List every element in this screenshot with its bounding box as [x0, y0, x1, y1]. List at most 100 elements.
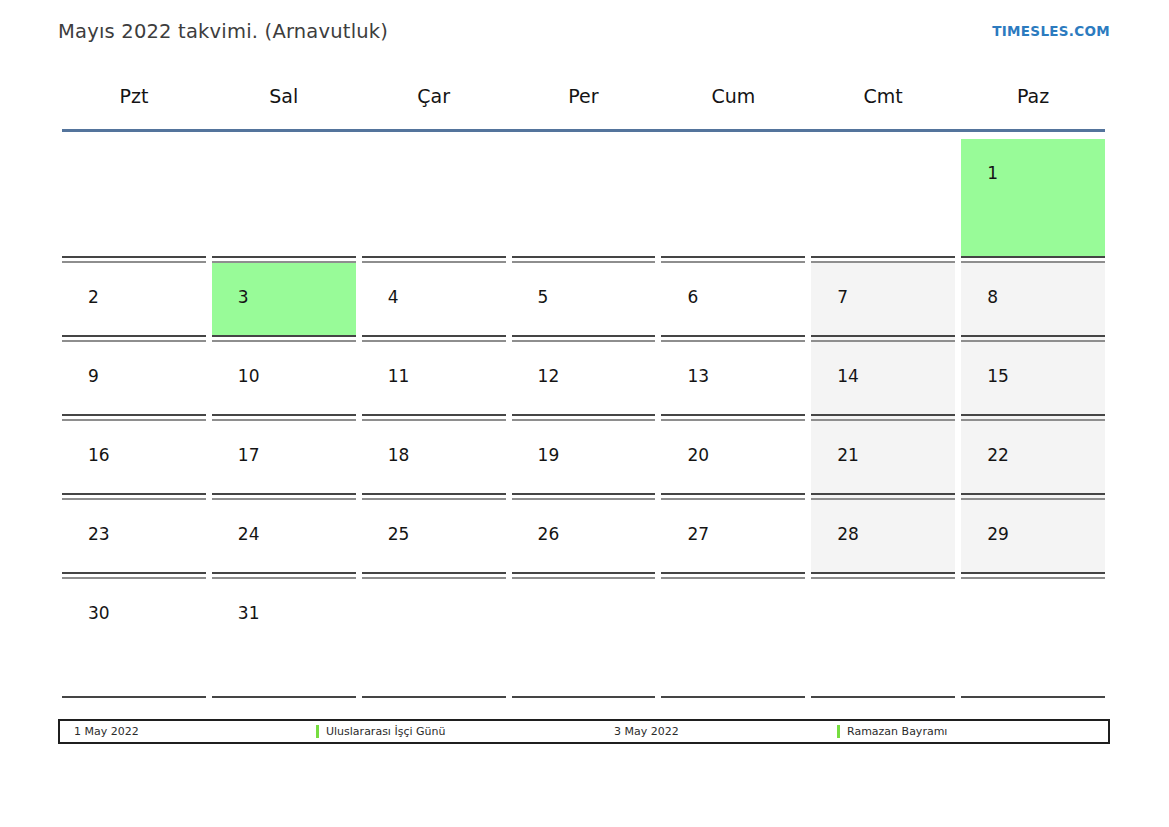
calendar-cell-day-3: 3: [212, 261, 356, 340]
day-cell: 15: [961, 340, 1105, 416]
day-number: 5: [512, 263, 656, 306]
day-cell: 25: [362, 498, 506, 574]
weekday-label-pzt: Pzt: [62, 85, 206, 107]
day-number: 27: [661, 500, 805, 543]
day-number: 8: [961, 263, 1105, 306]
calendar-cell-day-28: 28: [811, 498, 955, 577]
weekday-label-cmt: Cmt: [811, 85, 955, 107]
calendar-cell-day-19: 19: [512, 419, 656, 498]
day-cell: 20: [661, 419, 805, 495]
day-cell: 21: [811, 419, 955, 495]
day-cell: 23: [62, 498, 206, 574]
day-cell: [661, 577, 805, 698]
day-cell: [212, 139, 356, 258]
day-number: 14: [811, 342, 955, 385]
day-number: 23: [62, 500, 206, 543]
day-cell: 6: [661, 261, 805, 337]
legend-date-text: 1 May 2022: [74, 725, 139, 738]
legend-date-2: 3 May 2022: [614, 721, 679, 742]
calendar-page: Mayıs 2022 takvimi. (Arnavutluk) TIMESLE…: [0, 0, 1169, 827]
calendar-cell-day-21: 21: [811, 419, 955, 498]
calendar-cell-day-30: 30: [62, 577, 206, 701]
day-cell: 26: [512, 498, 656, 574]
calendar-cell-day-22: 22: [961, 419, 1105, 498]
holiday-cell: 3: [212, 261, 356, 337]
day-cell: 30: [62, 577, 206, 698]
day-number: 11: [362, 342, 506, 385]
calendar-cell-day-17: 17: [212, 419, 356, 498]
day-cell: 19: [512, 419, 656, 495]
calendar-cell-empty: [661, 139, 805, 261]
day-number: 30: [62, 579, 206, 622]
calendar-cell-day-8: 8: [961, 261, 1105, 340]
weekday-label-per: Per: [512, 85, 656, 107]
day-cell: 2: [62, 261, 206, 337]
day-cell: [811, 577, 955, 698]
holiday-marker-icon: [316, 725, 319, 738]
day-number: 10: [212, 342, 356, 385]
day-cell: [362, 139, 506, 258]
calendar-cell-day-29: 29: [961, 498, 1105, 577]
day-number: 7: [811, 263, 955, 306]
day-cell: 11: [362, 340, 506, 416]
day-cell: 28: [811, 498, 955, 574]
calendar-cell-day-27: 27: [661, 498, 805, 577]
calendar-cell-day-16: 16: [62, 419, 206, 498]
calendar-cell-empty: [961, 577, 1105, 701]
day-cell: [512, 139, 656, 258]
calendar-cell-empty: [212, 139, 356, 261]
calendar-cell-day-14: 14: [811, 340, 955, 419]
day-cell: [811, 139, 955, 258]
day-cell: 27: [661, 498, 805, 574]
day-number: 15: [961, 342, 1105, 385]
calendar-cell-empty: [811, 139, 955, 261]
holiday-marker-icon: [837, 725, 840, 738]
day-cell: 16: [62, 419, 206, 495]
weekday-label-car: Çar: [362, 85, 506, 107]
day-number: 12: [512, 342, 656, 385]
calendar-cell-day-11: 11: [362, 340, 506, 419]
calendar-cell-day-23: 23: [62, 498, 206, 577]
calendar-cell-day-2: 2: [62, 261, 206, 340]
day-cell: 18: [362, 419, 506, 495]
header-divider: [62, 129, 1105, 132]
day-cell: [961, 577, 1105, 698]
calendar-cell-day-1: 1: [961, 139, 1105, 261]
calendar-cell-empty: [661, 577, 805, 701]
weekday-header-row: Pzt Sal Çar Per Cum Cmt Paz: [62, 85, 1105, 107]
day-number: 6: [661, 263, 805, 306]
day-cell: 8: [961, 261, 1105, 337]
calendar-cell-day-13: 13: [661, 340, 805, 419]
day-number: 3: [212, 263, 356, 306]
calendar-cell-empty: [62, 139, 206, 261]
day-number: 2: [62, 263, 206, 306]
day-number: 24: [212, 500, 356, 543]
day-cell: 10: [212, 340, 356, 416]
day-cell: 5: [512, 261, 656, 337]
day-number: 19: [512, 421, 656, 464]
calendar-cell-day-7: 7: [811, 261, 955, 340]
calendar-cell-empty: [362, 139, 506, 261]
brand-link[interactable]: TIMESLES.COM: [992, 23, 1110, 39]
calendar-cell-day-12: 12: [512, 340, 656, 419]
day-number: 13: [661, 342, 805, 385]
day-number: 9: [62, 342, 206, 385]
day-cell: 13: [661, 340, 805, 416]
calendar-cell-empty: [512, 139, 656, 261]
weekday-label-sal: Sal: [212, 85, 356, 107]
calendar-cell-empty: [811, 577, 955, 701]
day-number: 17: [212, 421, 356, 464]
day-number: 1: [961, 139, 1105, 182]
day-cell: [512, 577, 656, 698]
day-cell: 14: [811, 340, 955, 416]
day-number: 29: [961, 500, 1105, 543]
calendar-cell-empty: [512, 577, 656, 701]
day-cell: 9: [62, 340, 206, 416]
legend-holiday-1: Uluslararası İşçi Günü: [316, 721, 445, 742]
day-number: 16: [62, 421, 206, 464]
day-cell: 12: [512, 340, 656, 416]
calendar-cell-day-24: 24: [212, 498, 356, 577]
day-number: 26: [512, 500, 656, 543]
weekday-label-cum: Cum: [661, 85, 805, 107]
day-number: 18: [362, 421, 506, 464]
